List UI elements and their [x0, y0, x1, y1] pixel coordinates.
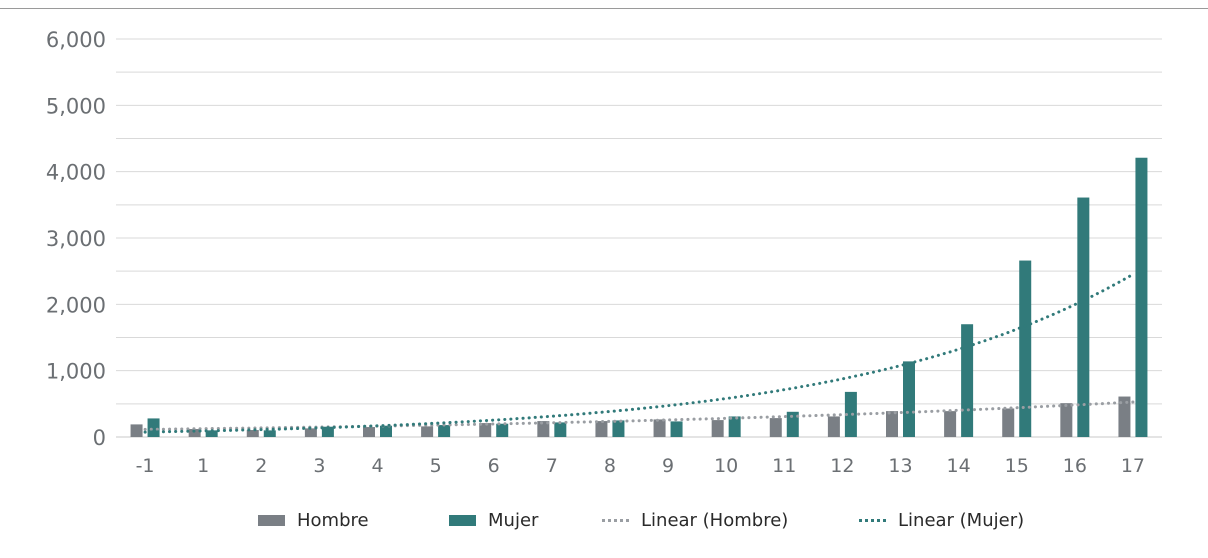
- x-tick-label: 10: [714, 455, 738, 477]
- bar-hombre-13: [886, 411, 898, 437]
- y-tick-label: 4,000: [46, 161, 106, 185]
- bar-hombre-1: [188, 429, 201, 437]
- legend-label-linear-mujer: Linear (Mujer): [898, 509, 1025, 531]
- bar-hombre-9: [653, 419, 666, 437]
- y-axis-tick-labels: 0 1,000 2,000 3,000 4,000 5,000 6,000: [46, 28, 106, 450]
- bar-hombre-16: [1060, 403, 1073, 437]
- bar-hombre-11: [769, 418, 782, 437]
- legend-label-linear-hombre: Linear (Hombre): [641, 509, 789, 531]
- x-tick-label: 16: [1063, 455, 1087, 477]
- x-axis-tick-labels: -1 1 2 3 4 5 6 7 8 9 10 11 12 13 14 15 16 17: [136, 455, 1145, 477]
- bar-mujer-13: [903, 361, 915, 437]
- x-tick-label: 8: [604, 455, 616, 477]
- legend-dots-linear-hombre: [602, 518, 629, 522]
- bar-mujer-1: [205, 430, 218, 437]
- bar-mujer--1: [147, 418, 160, 437]
- bar-mujer-10: [728, 416, 741, 437]
- bar-hombre-8: [595, 421, 608, 437]
- bar-hombre-6: [479, 423, 492, 437]
- x-tick-label: -1: [136, 455, 155, 477]
- x-tick-label: 4: [371, 455, 383, 477]
- bar-hombre-3: [304, 428, 317, 437]
- x-tick-label: 17: [1121, 455, 1145, 477]
- bar-mujer-5: [438, 425, 451, 437]
- legend: Hombre Mujer Linear (Hombre) Linear (Muj…: [0, 506, 1208, 534]
- legend-item-linear-hombre: Linear (Hombre): [602, 506, 788, 534]
- legend-swatch-hombre: [258, 514, 285, 526]
- x-tick-label: 5: [430, 455, 442, 477]
- bar-mujer-11: [786, 411, 799, 437]
- x-tick-label: 9: [662, 455, 674, 477]
- bar-hombre-7: [537, 421, 550, 437]
- bar-mujer-2: [263, 430, 276, 437]
- bar-mujer-16: [1077, 197, 1090, 437]
- y-tick-label: 1,000: [46, 360, 106, 384]
- bar-mujer-4: [380, 425, 392, 437]
- trendline-mujer: [143, 272, 1135, 434]
- bar-mujer-14: [961, 324, 974, 437]
- legend-label-mujer: Mujer: [488, 509, 539, 531]
- y-tick-label: 3,000: [46, 227, 106, 251]
- x-tick-label: 7: [546, 455, 558, 477]
- x-tick-label: 14: [947, 455, 971, 477]
- x-tick-label: 13: [888, 455, 912, 477]
- legend-dots-linear-mujer: [859, 518, 886, 522]
- bar-hombre-5: [421, 426, 434, 437]
- x-tick-label: 12: [830, 455, 854, 477]
- legend-item-hombre: Hombre: [258, 506, 369, 534]
- x-tick-label: 6: [488, 455, 500, 477]
- bar-hombre-14: [944, 411, 957, 437]
- y-tick-label: 0: [93, 426, 106, 450]
- legend-swatch-mujer: [449, 514, 476, 526]
- bar-hombre-15: [1002, 408, 1015, 437]
- bar-hombre--1: [130, 424, 143, 437]
- trendlines: [143, 272, 1135, 434]
- x-tick-label: 3: [313, 455, 325, 477]
- bar-mujer-12: [844, 391, 857, 437]
- legend-item-linear-mujer: Linear (Mujer): [859, 506, 1024, 534]
- x-tick-label: 15: [1005, 455, 1029, 477]
- legend-item-mujer: Mujer: [449, 506, 538, 534]
- y-tick-label: 5,000: [46, 94, 106, 118]
- top-divider: [0, 8, 1208, 9]
- y-tick-label: 6,000: [46, 28, 106, 52]
- y-tick-label: 2,000: [46, 293, 106, 317]
- bar-hombre-17: [1118, 396, 1131, 437]
- bar-mujer-8: [612, 420, 625, 437]
- bar-hombre-2: [246, 430, 259, 437]
- bar-mujer-15: [1019, 260, 1032, 437]
- gridlines: [116, 38, 1162, 438]
- x-tick-label: 2: [255, 455, 267, 477]
- bar-hombre-4: [363, 427, 375, 437]
- x-tick-label: 11: [772, 455, 796, 477]
- bar-mujer-9: [670, 421, 683, 437]
- bar-mujer-6: [496, 423, 509, 437]
- legend-label-hombre: Hombre: [297, 509, 369, 531]
- bar-hombre-10: [711, 420, 724, 437]
- bar-hombre-12: [827, 416, 840, 437]
- x-tick-label: 1: [197, 455, 209, 477]
- trendline-hombre: [143, 400, 1135, 431]
- bar-mujer-17: [1135, 157, 1148, 437]
- bar-mujer-7: [554, 422, 567, 437]
- bar-mujer-3: [321, 426, 334, 437]
- bars: [130, 157, 1148, 437]
